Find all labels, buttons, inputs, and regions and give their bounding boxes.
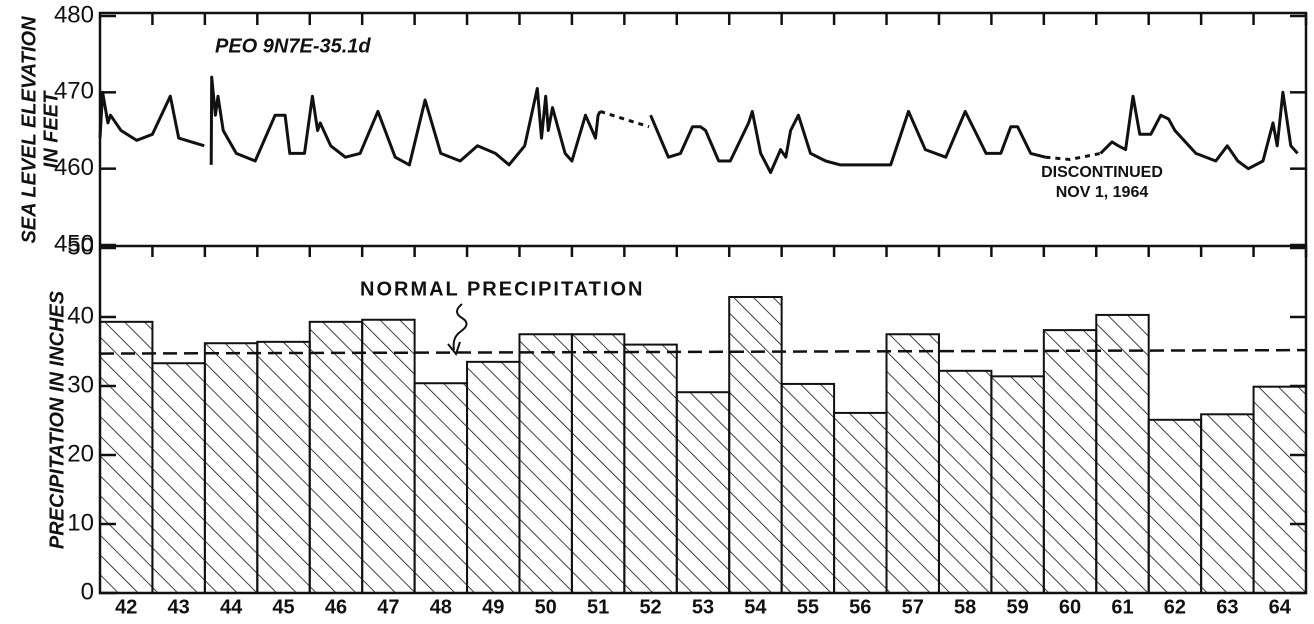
- bar: [1200, 413, 1255, 595]
- bar: [1042, 329, 1098, 594]
- water-level-line: [599, 109, 650, 129]
- annotation: NORMAL PRECIPITATION: [360, 278, 644, 300]
- bar: [413, 382, 469, 594]
- y-tick-label: 480: [54, 1, 94, 28]
- x-tick-label: 63: [1216, 596, 1238, 618]
- annotation: DISCONTINUED: [1041, 164, 1163, 181]
- bar: [99, 320, 154, 594]
- bar: [518, 333, 573, 594]
- y-tick-label: 470: [54, 78, 94, 105]
- y-tick-label: 30: [67, 371, 94, 398]
- water-level-line: [1045, 151, 1101, 161]
- x-tick-label: 45: [272, 596, 294, 618]
- x-tick-label: 48: [430, 596, 452, 618]
- bar: [151, 362, 206, 595]
- bar: [623, 343, 678, 594]
- well-label: PEO 9N7E-35.1d: [215, 35, 371, 57]
- bar: [885, 333, 940, 594]
- x-tick-label: 50: [535, 596, 557, 618]
- bar: [256, 340, 311, 594]
- arrow-head: [447, 341, 461, 357]
- x-tick-label: 64: [1269, 596, 1292, 618]
- x-tick-label: 52: [639, 596, 661, 618]
- y-tick-label: 40: [67, 302, 94, 329]
- bar: [361, 318, 416, 594]
- x-tick-label: 59: [1006, 596, 1028, 618]
- bar: [466, 360, 521, 594]
- x-tick-label: 51: [587, 596, 609, 618]
- bar: [780, 382, 836, 594]
- normal-precipitation-line: [99, 348, 1307, 355]
- bar: [570, 333, 626, 594]
- bar: [203, 342, 259, 594]
- x-tick-label: 62: [1164, 596, 1186, 618]
- y-label: IN FEET: [40, 90, 62, 168]
- bar: [675, 391, 731, 594]
- x-tick-label: 49: [482, 596, 504, 618]
- bar: [1147, 418, 1203, 594]
- y-tick-label: 0: [81, 578, 94, 605]
- y-tick-label: 10: [67, 509, 94, 536]
- x-tick-label: 43: [168, 596, 190, 618]
- bar: [990, 375, 1045, 594]
- bar: [937, 369, 993, 594]
- y-tick-label: 20: [67, 440, 94, 467]
- y-label: PRECIPITATION IN INCHES: [46, 290, 68, 549]
- y-tick-label: 450: [54, 230, 94, 257]
- x-tick-label: 44: [220, 596, 243, 618]
- arrow: [452, 303, 468, 351]
- y-label: SEA LEVEL ELEVATION: [18, 16, 40, 244]
- y-tick-label: 460: [54, 154, 94, 181]
- x-tick-label: 56: [849, 596, 871, 618]
- x-tick-label: 54: [744, 596, 767, 618]
- x-tick-label: 47: [377, 596, 399, 618]
- bar: [728, 295, 783, 594]
- water-level-line: [98, 75, 1299, 174]
- x-tick-label: 61: [1111, 596, 1133, 618]
- x-tick-label: 46: [325, 596, 347, 618]
- x-tick-label: 55: [797, 596, 819, 618]
- y-tick-label: 50: [67, 233, 94, 260]
- bar: [833, 411, 888, 594]
- x-tick-label: 60: [1059, 596, 1081, 618]
- bar: [1095, 313, 1150, 594]
- x-tick-label: 58: [954, 596, 976, 618]
- annotation: NOV 1, 1964: [1056, 184, 1149, 201]
- bar: [308, 320, 364, 594]
- x-tick-label: 53: [692, 596, 714, 618]
- bar: [1252, 385, 1307, 594]
- x-tick-label: 57: [902, 596, 924, 618]
- x-tick-label: 42: [115, 596, 137, 618]
